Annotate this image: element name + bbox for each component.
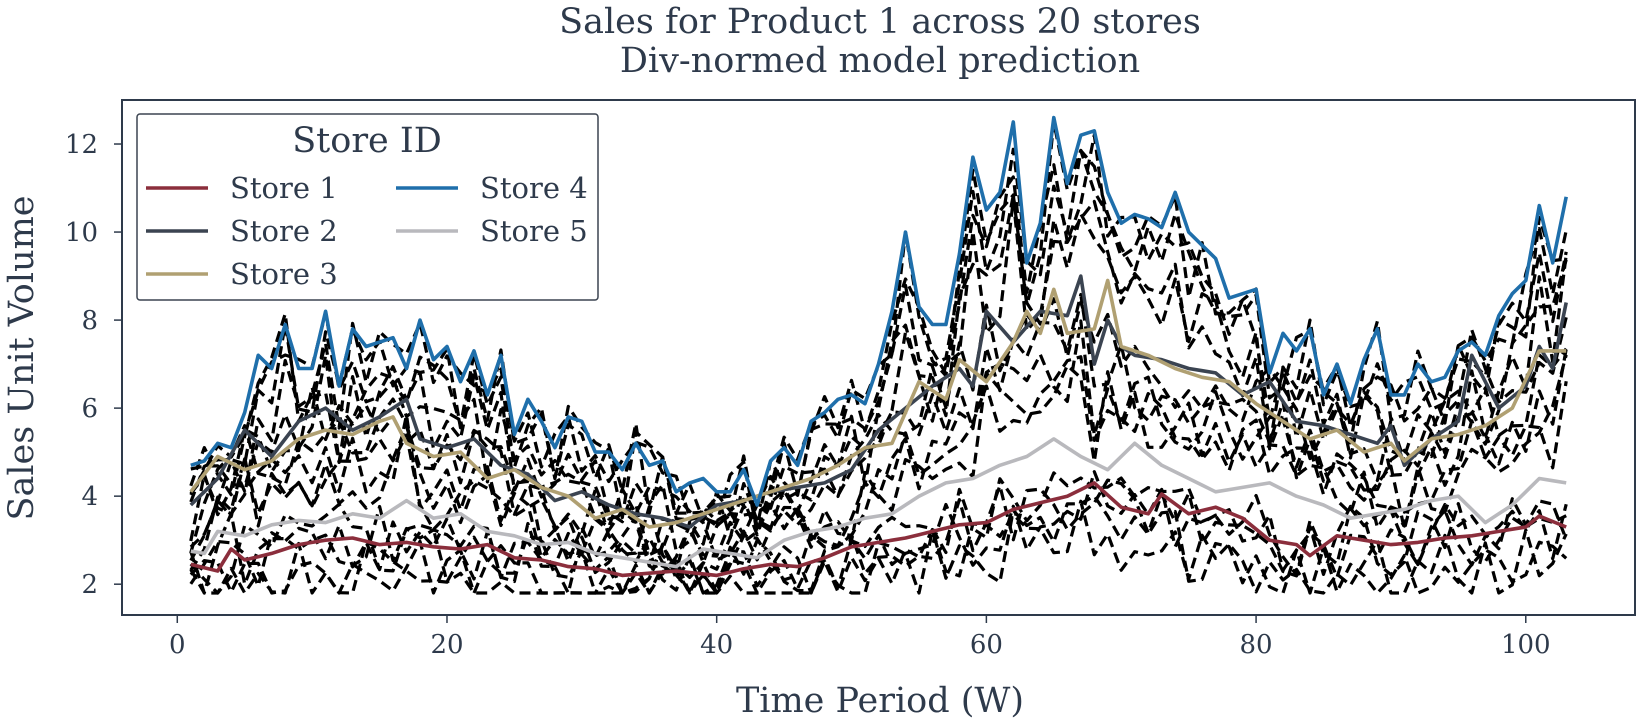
chart-title-line1: Sales for Product 1 across 20 stores xyxy=(559,2,1201,42)
legend-label-store-5: Store 5 xyxy=(480,214,588,248)
legend-label-store-1: Store 1 xyxy=(230,171,338,205)
series-layer xyxy=(189,115,1568,595)
x-tick-label: 40 xyxy=(700,630,733,660)
unlabeled-store-line xyxy=(189,471,1568,595)
legend-label-store-4: Store 4 xyxy=(480,171,588,205)
legend-title: Store ID xyxy=(292,121,442,161)
x-tick-label: 80 xyxy=(1240,630,1273,660)
unlabeled-store-line xyxy=(189,292,1568,573)
series-line-store-4 xyxy=(190,115,1568,507)
plot-frame xyxy=(121,99,1636,616)
chart-subtitle: Div-normed model prediction xyxy=(620,41,1140,81)
legend-label-store-2: Store 2 xyxy=(230,214,338,248)
chart-title: Sales for Product 1 across 20 stores Div… xyxy=(559,2,1201,81)
unlabeled-store-line xyxy=(189,198,1568,562)
x-tick-label: 60 xyxy=(970,630,1003,660)
y-tick-label: 10 xyxy=(65,218,98,248)
y-axis-label: Sales Unit Volume xyxy=(2,195,42,520)
legend-box xyxy=(136,113,599,301)
series-line-store-1 xyxy=(190,481,1567,578)
legend-label-store-3: Store 3 xyxy=(230,257,338,291)
y-axis: 2 4 6 8 10 12 xyxy=(65,130,122,600)
unlabeled-store-line xyxy=(190,193,1568,553)
x-axis: 0 20 40 60 80 100 xyxy=(169,615,1551,660)
y-tick-label: 8 xyxy=(81,306,98,336)
series-line-store-3 xyxy=(189,278,1567,529)
x-tick-label: 100 xyxy=(1501,630,1551,660)
legend-items: Store 1 Store 2 Store 3 Store 4 Store 5 xyxy=(146,171,588,291)
unlabeled-store-line xyxy=(189,470,1568,595)
unlabeled-store-line xyxy=(189,494,1568,595)
y-tick-label: 2 xyxy=(81,570,98,600)
series-line-store-5 xyxy=(190,437,1567,569)
x-tick-label: 0 xyxy=(169,630,186,660)
y-tick-label: 4 xyxy=(81,482,98,512)
y-tick-label: 12 xyxy=(65,130,98,160)
x-tick-label: 20 xyxy=(430,630,463,660)
x-axis-label: Time Period (W) xyxy=(736,681,1024,721)
y-tick-label: 6 xyxy=(81,394,98,424)
unlabeled-store-line xyxy=(189,355,1568,571)
unlabeled-store-line xyxy=(189,297,1568,557)
